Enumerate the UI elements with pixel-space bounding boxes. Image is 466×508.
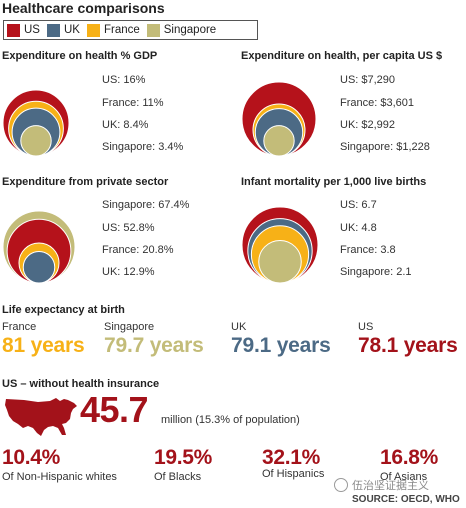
private-sector-chart-title: Expenditure from private sector — [2, 176, 169, 188]
gdp-item-france: France: 11% — [102, 97, 164, 109]
uninsured-pct-whites: 10.4% — [2, 446, 61, 469]
uninsured-label-whites: Of Non-Hispanic whites — [2, 471, 117, 483]
private-sector-bubble-chart — [2, 210, 76, 284]
per-capita-item-uk: UK: $2,992 — [340, 119, 396, 131]
legend-swatch-singapore — [146, 23, 160, 37]
legend-item-us: US — [7, 23, 40, 37]
gdp-chart-title: Expenditure on health % GDP — [2, 50, 158, 62]
uninsured-pct-hispanics: 32.1% — [262, 446, 321, 469]
uninsured-label-hispanics: Of Hispanics — [262, 468, 325, 480]
bubble-singapore — [20, 125, 52, 157]
life-expectancy-value-singapore: 79.7 years — [104, 334, 204, 357]
legend-label-us: US — [24, 24, 40, 36]
infant-item-uk: UK: 4.8 — [340, 222, 377, 234]
infant-mortality-chart-title: Infant mortality per 1,000 live births — [241, 176, 427, 188]
bubble-singapore — [258, 239, 302, 284]
gdp-item-uk: UK: 8.4% — [102, 119, 149, 131]
legend: US UK France Singapore — [3, 20, 258, 40]
uninsured-total: 45.7 — [80, 389, 149, 430]
per-capita-item-us: US: $7,290 — [340, 74, 396, 86]
infant-item-france: France: 3.8 — [340, 244, 396, 256]
private-item-uk: UK: 12.9% — [102, 266, 155, 278]
legend-label-france: France — [103, 24, 140, 36]
bubble-uk — [22, 251, 56, 284]
per-capita-chart-title: Expenditure on health, per capita US $ — [241, 50, 443, 62]
legend-label-singapore: Singapore — [163, 24, 217, 36]
life-expectancy-country-france: France — [2, 321, 37, 333]
legend-swatch-france — [86, 23, 100, 37]
life-expectancy-country-us: US — [358, 321, 374, 333]
watermark-text: 伍治坚证据主义 — [352, 480, 429, 492]
us-map-icon — [5, 398, 77, 436]
gdp-bubble-chart — [2, 89, 70, 157]
infant-mortality-bubble-chart — [241, 206, 319, 284]
infant-item-singapore: Singapore: 2.1 — [340, 266, 412, 278]
life-expectancy-title: Life expectancy at birth — [2, 304, 125, 316]
private-item-france: France: 20.8% — [102, 244, 174, 256]
uninsured-title: US – without health insurance — [2, 378, 160, 390]
legend-swatch-us — [7, 23, 20, 37]
life-expectancy-value-france: 81 years — [2, 334, 85, 357]
legend-swatch-uk — [46, 23, 60, 37]
bubble-singapore — [263, 125, 295, 157]
legend-item-france: France — [86, 23, 140, 37]
life-expectancy-value-uk: 79.1 years — [231, 334, 331, 357]
private-item-us: US: 52.8% — [102, 222, 155, 234]
per-capita-item-france: France: $3,601 — [340, 97, 414, 109]
legend-item-uk: UK — [46, 23, 80, 37]
legend-item-singapore: Singapore — [146, 23, 217, 37]
life-expectancy-value-us: 78.1 years — [358, 334, 458, 357]
infant-item-us: US: 6.7 — [340, 199, 377, 211]
watermark-logo-icon — [334, 478, 348, 492]
uninsured-label-blacks: Of Blacks — [154, 471, 202, 483]
private-item-singapore: Singapore: 67.4% — [102, 199, 190, 211]
per-capita-bubble-chart — [241, 81, 317, 157]
page-title: Healthcare comparisons — [2, 0, 165, 16]
uninsured-label-asians: Of Asians — [380, 471, 428, 483]
gdp-item-us: US: 16% — [102, 74, 146, 86]
life-expectancy-country-uk: UK — [231, 321, 247, 333]
per-capita-item-singapore: Singapore: $1,228 — [340, 141, 430, 153]
source-note: SOURCE: OECD, WHO — [352, 494, 460, 505]
gdp-item-singapore: Singapore: 3.4% — [102, 141, 184, 153]
uninsured-pct-blacks: 19.5% — [154, 446, 213, 469]
watermark: 伍治坚证据主义 — [334, 477, 429, 493]
uninsured-pct-asians: 16.8% — [380, 446, 439, 469]
life-expectancy-country-singapore: Singapore — [104, 321, 155, 333]
uninsured-caption: million (15.3% of population) — [161, 414, 300, 426]
legend-label-uk: UK — [63, 24, 80, 36]
